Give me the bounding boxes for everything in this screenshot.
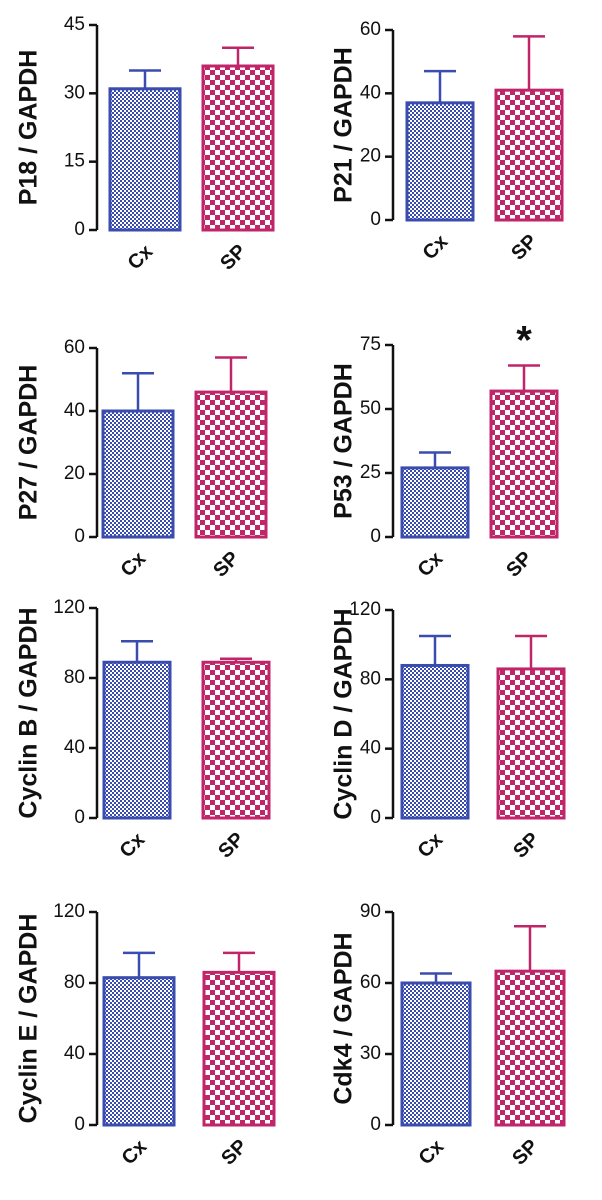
y-tick-label: 0 (74, 219, 85, 240)
x-category-label-cx: Cx (124, 241, 158, 275)
y-axis-label: P27 / GAPDH (15, 365, 43, 521)
y-tick-label: 90 (360, 901, 381, 922)
x-category-label-sp: SP (209, 547, 243, 581)
y-tick-label: 25 (360, 462, 381, 483)
y-tick-label: 60 (360, 19, 381, 40)
chart-panel-1: P18 / GAPDH 0 15 30 45 Cx SP (15, 14, 275, 275)
x-category-label-cx: Cx (118, 1136, 152, 1170)
y-tick-label: 0 (370, 209, 381, 230)
x-category-label-sp: SP (507, 230, 541, 264)
y-tick-label: 120 (53, 901, 85, 922)
bar-cx (102, 660, 172, 820)
x-category-label-sp: SP (508, 1135, 542, 1169)
bar-sp (201, 660, 271, 820)
y-tick-label: 15 (64, 151, 85, 172)
y-tick-label: 40 (360, 82, 381, 103)
bar-cx (405, 101, 475, 222)
y-tick-label: 50 (360, 398, 381, 419)
y-tick-label: 0 (370, 1114, 381, 1135)
y-tick-label: 40 (64, 737, 85, 758)
y-tick-label: 0 (370, 807, 381, 828)
x-category-label-sp: SP (502, 547, 536, 581)
y-axis-label: Cyclin B / GAPDH (15, 607, 43, 818)
chart-panel-3: P27 / GAPDH 0 20 40 60 Cx SP (15, 337, 268, 582)
bar-sp (494, 969, 566, 1127)
bar-sp (489, 389, 559, 539)
y-tick-label: 0 (74, 1114, 85, 1135)
y-tick-label: 80 (64, 667, 85, 688)
bar-cx (108, 87, 182, 232)
bar-cx (400, 466, 470, 539)
x-category-label-sp: SP (509, 828, 543, 862)
bar-sp (494, 88, 564, 222)
y-tick-label: 30 (360, 1043, 381, 1064)
chart-panel-6: Cyclin D / GAPDH 0 40 80 120 Cx SP (330, 599, 566, 863)
x-category-label-cx: Cx (414, 548, 448, 582)
x-category-label-cx: Cx (117, 548, 151, 582)
bar-cx (102, 976, 176, 1127)
y-axis-label: Cyclin D / GAPDH (330, 608, 358, 819)
y-tick-label: 60 (360, 972, 381, 993)
bar-cx (400, 663, 470, 820)
y-tick-label: 60 (64, 337, 85, 358)
x-category-label-sp: SP (214, 828, 248, 862)
bar-sp (194, 390, 268, 539)
bar-cx (101, 409, 175, 539)
y-tick-label: 20 (360, 146, 381, 167)
x-category-label-cx: Cx (419, 231, 453, 265)
bar-sp (496, 667, 566, 820)
y-axis-label: P21 / GAPDH (330, 47, 358, 203)
y-tick-label: 40 (64, 1043, 85, 1064)
y-tick-label: 30 (64, 82, 85, 103)
x-category-label-sp: SP (216, 240, 250, 274)
y-tick-label: 45 (64, 14, 85, 35)
bar-sp (201, 64, 275, 232)
y-axis-label: Cdk4 / GAPDH (330, 932, 358, 1104)
y-tick-label: 0 (74, 526, 85, 547)
bar-cx (400, 981, 472, 1127)
y-axis-label: P18 / GAPDH (15, 50, 43, 206)
chart-panel-4: P53 / GAPDH 0 25 50 75 Cx SP * (330, 318, 559, 582)
bar-sp (202, 970, 276, 1127)
y-tick-label: 0 (74, 807, 85, 828)
y-axis-label: P53 / GAPDH (330, 363, 358, 519)
x-category-label-cx: Cx (116, 829, 150, 863)
chart-panel-5: Cyclin B / GAPDH 0 40 80 120 Cx SP (15, 597, 271, 863)
y-tick-label: 75 (360, 334, 381, 355)
x-category-label-cx: Cx (414, 829, 448, 863)
x-category-label-sp: SP (217, 1135, 251, 1169)
y-tick-label: 40 (360, 738, 381, 759)
y-tick-label: 80 (64, 972, 85, 993)
y-axis-label: Cyclin E / GAPDH (15, 914, 43, 1124)
y-tick-label: 120 (53, 597, 85, 618)
significance-asterisk: * (516, 318, 532, 362)
y-tick-label: 0 (370, 526, 381, 547)
y-tick-label: 80 (360, 668, 381, 689)
y-tick-label: 20 (64, 463, 85, 484)
chart-panel-7: Cyclin E / GAPDH 0 40 80 120 Cx SP (15, 901, 276, 1170)
chart-panel-8: Cdk4 / GAPDH 0 30 60 90 Cx SP (330, 901, 566, 1170)
y-tick-label: 120 (349, 599, 381, 620)
x-category-label-cx: Cx (415, 1136, 449, 1170)
y-tick-label: 40 (64, 400, 85, 421)
chart-panel-2: P21 / GAPDH 0 20 40 60 Cx SP (330, 19, 564, 265)
